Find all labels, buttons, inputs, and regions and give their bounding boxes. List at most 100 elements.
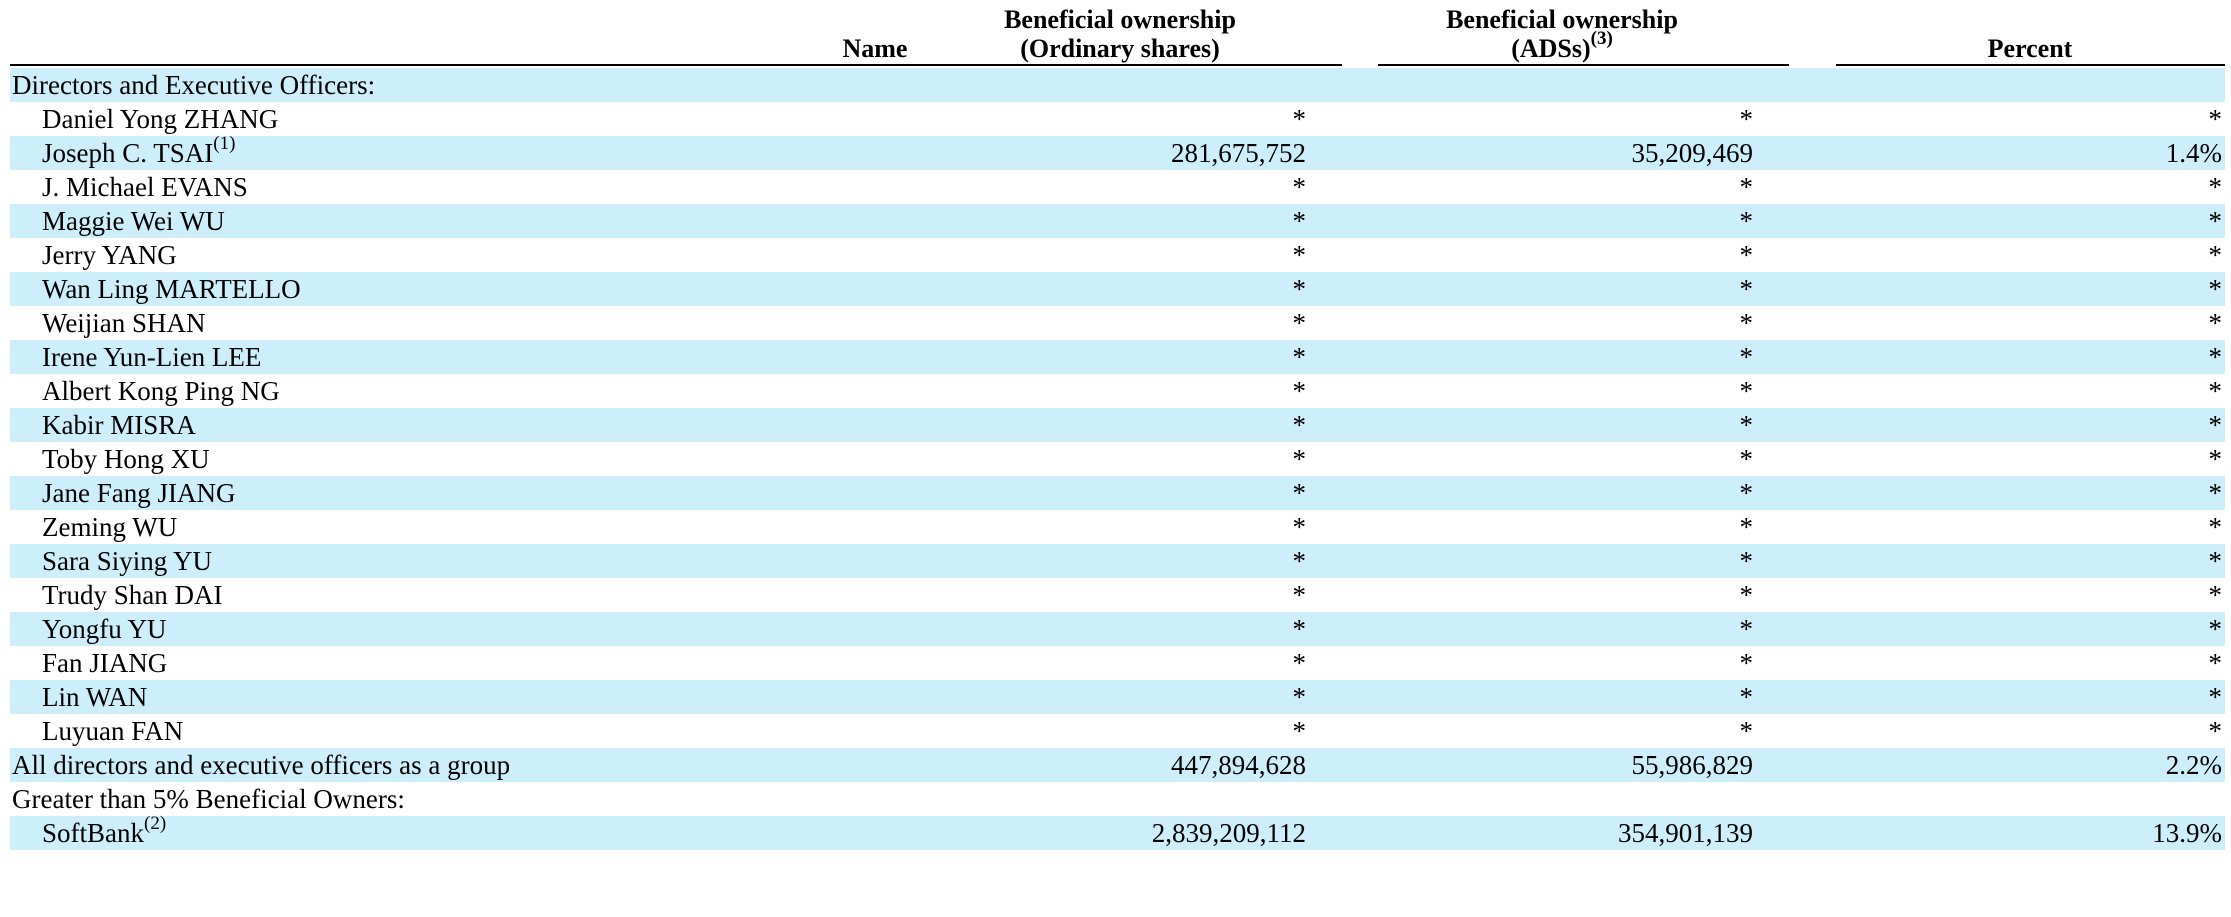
ads-cell: * [1739, 308, 1754, 338]
ordinary-shares-cell: * [1292, 410, 1307, 440]
name-cell: Daniel Yong ZHANG [42, 102, 278, 136]
ads-cell: * [1739, 682, 1754, 712]
table-row: Trudy Shan DAI * * * [10, 578, 2225, 612]
ordinary-shares-cell: * [1292, 376, 1307, 406]
name-text: J. Michael EVANS [42, 172, 248, 202]
ordinary-shares-cell: * [1292, 648, 1307, 678]
ads-cell: * [1739, 512, 1754, 542]
table-row: Joseph C. TSAI(1) 281,675,752 35,209,469 1.… [10, 133, 2225, 170]
name-cell: All directors and executive officers as … [12, 748, 510, 782]
name-cell: Joseph C. TSAI(1) [42, 133, 236, 170]
percent-cell: * [2208, 410, 2223, 440]
name-text: Jerry YANG [42, 240, 177, 270]
table-row: Albert Kong Ping NG * * * [10, 374, 2225, 408]
name-text: Toby Hong XU [42, 444, 210, 474]
ordinary-shares-cell: * [1292, 240, 1307, 270]
percent-cell: * [2208, 104, 2223, 134]
table-row: Lin WAN * * * [10, 680, 2225, 714]
name-cell: Kabir MISRA [42, 408, 196, 442]
name-cell: Directors and Executive Officers: [12, 68, 375, 102]
name-cell: Jane Fang JIANG [42, 476, 235, 510]
name-cell: Weijian SHAN [42, 306, 206, 340]
ordinary-shares-cell: * [1292, 308, 1307, 338]
total-row: All directors and executive officers as … [10, 748, 2225, 782]
footnote-3: (3) [1590, 28, 1613, 50]
ads-cell: * [1739, 376, 1754, 406]
ads-cell: * [1739, 206, 1754, 236]
name-cell: Albert Kong Ping NG [42, 374, 280, 408]
table-row: Sara Siying YU * * * [10, 544, 2225, 578]
percent-cell: * [2208, 614, 2223, 644]
name-text: Lin WAN [42, 682, 148, 712]
name-text: Maggie Wei WU [42, 206, 225, 236]
table-row: Maggie Wei WU * * * [10, 204, 2225, 238]
name-text: Fan JIANG [42, 648, 168, 678]
percent-cell: * [2208, 308, 2223, 338]
header-ads-label: (ADSs) [1511, 34, 1591, 63]
name-text: Albert Kong Ping NG [42, 376, 280, 406]
ads-cell: * [1739, 580, 1754, 610]
name-text: Directors and Executive Officers: [12, 70, 376, 100]
percent-cell: * [2208, 274, 2223, 304]
name-cell: Greater than 5% Beneficial Owners: [12, 782, 405, 816]
percent-cell: * [2208, 172, 2223, 202]
footnote-marker: (1) [213, 133, 236, 154]
name-text: Zeming WU [42, 512, 178, 542]
name-text: Greater than 5% Beneficial Owners: [12, 784, 405, 814]
percent-cell: * [2208, 682, 2223, 712]
table-row: Zeming WU * * * [10, 510, 2225, 544]
header-underline-2 [1378, 64, 1789, 66]
ordinary-shares-cell: * [1292, 614, 1307, 644]
ordinary-shares-cell: * [1292, 546, 1307, 576]
ads-cell: * [1739, 104, 1754, 134]
percent-cell: * [2208, 512, 2223, 542]
ordinary-shares-cell: 447,894,628 [1171, 750, 1306, 780]
percent-cell: * [2208, 342, 2223, 372]
header-underline-1 [10, 64, 1342, 66]
percent-cell: 13.9% [2152, 818, 2222, 848]
section-header-row: Directors and Executive Officers: [10, 68, 2225, 102]
percent-cell: * [2208, 716, 2223, 746]
header-underline-3 [1836, 64, 2225, 66]
ordinary-shares-cell: * [1292, 512, 1307, 542]
ads-cell: * [1739, 444, 1754, 474]
percent-cell: * [2208, 478, 2223, 508]
ads-cell: 55,986,829 [1631, 750, 1754, 780]
table-row: SoftBank(2) 2,839,209,112 354,901,139 13.9% [10, 814, 2225, 850]
name-cell: Irene Yun-Lien LEE [42, 340, 261, 374]
header-percent: Percent [1987, 34, 2073, 63]
name-text: Yongfu YU [42, 614, 167, 644]
ads-cell: * [1739, 172, 1754, 202]
ads-cell: * [1739, 716, 1754, 746]
name-text: Wan Ling MARTELLO [42, 274, 301, 304]
ads-cell: * [1739, 410, 1754, 440]
percent-cell: * [2208, 580, 2223, 610]
ordinary-shares-cell: * [1292, 342, 1307, 372]
name-text: Luyuan FAN [42, 716, 184, 746]
ordinary-shares-cell: * [1292, 580, 1307, 610]
table-row: Toby Hong XU * * * [10, 442, 2225, 476]
header-name: Name [842, 34, 908, 63]
header-ads: Beneficial ownership (ADSs)(3) [1382, 5, 1742, 63]
name-cell: Trudy Shan DAI [42, 578, 223, 612]
name-text: Daniel Yong ZHANG [42, 104, 279, 134]
ordinary-shares-cell: * [1292, 716, 1307, 746]
table-row: Irene Yun-Lien LEE * * * [10, 340, 2225, 374]
table-row: Yongfu YU * * * [10, 612, 2225, 646]
ads-cell: * [1739, 478, 1754, 508]
name-cell: Sara Siying YU [42, 544, 212, 578]
section-header-row: Greater than 5% Beneficial Owners: [10, 782, 2225, 816]
name-cell: Luyuan FAN [42, 714, 183, 748]
name-cell: Yongfu YU [42, 612, 167, 646]
table-row: Luyuan FAN * * * [10, 714, 2225, 748]
name-text: SoftBank [42, 818, 145, 848]
ordinary-shares-cell: * [1292, 444, 1307, 474]
name-text: Kabir MISRA [42, 410, 196, 440]
percent-cell: * [2208, 444, 2223, 474]
name-text: Trudy Shan DAI [42, 580, 223, 610]
percent-cell: * [2208, 206, 2223, 236]
table-row: Daniel Yong ZHANG * * * [10, 102, 2225, 136]
header-ordinary-shares: Beneficial ownership (Ordinary shares) [940, 5, 1300, 63]
ads-cell: * [1739, 342, 1754, 372]
percent-cell: 1.4% [2165, 138, 2222, 168]
